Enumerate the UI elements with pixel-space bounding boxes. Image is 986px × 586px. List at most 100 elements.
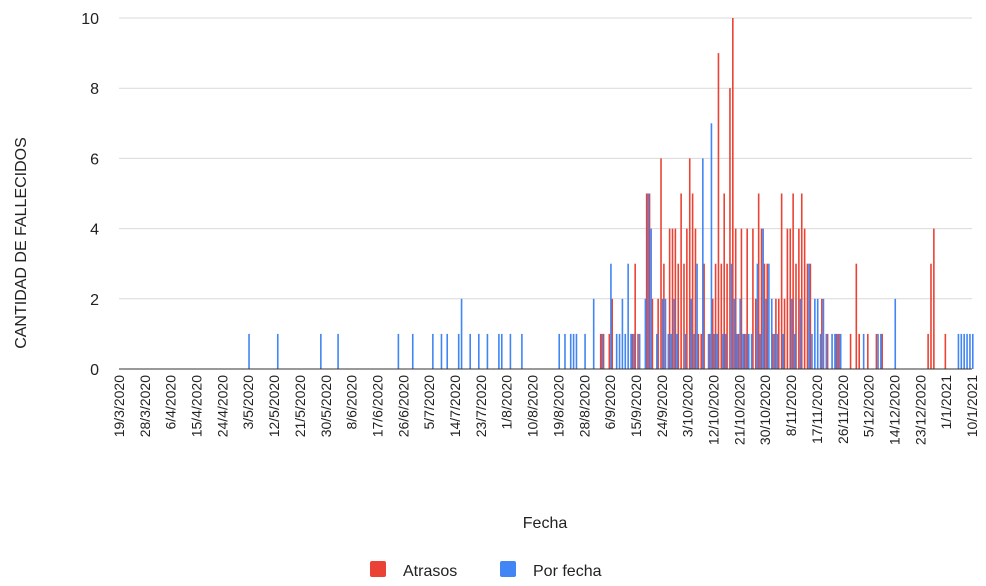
x-tick-label: 15/9/2020 xyxy=(628,375,644,437)
bar-atrasos-31-10-2020 xyxy=(766,263,769,369)
x-tick-label: 28/8/2020 xyxy=(576,375,592,437)
bar-atrasos-28-12-2020 xyxy=(933,228,935,369)
bar-por-fecha-29-7-2020 xyxy=(498,333,500,369)
x-tick-label: 3/10/2020 xyxy=(680,375,696,437)
bar-por-fecha-11-10-2020 xyxy=(710,123,713,369)
bar-por-fecha-3-12-2020 xyxy=(862,333,865,369)
bar-por-fecha-30-10-2020 xyxy=(765,298,767,369)
x-tick-label: 12/10/2020 xyxy=(706,375,722,445)
bar-por-fecha-22-7-2020 xyxy=(478,333,480,369)
bar-atrasos-7-11-2020 xyxy=(786,228,789,369)
bar-atrasos-13-11-2020 xyxy=(803,228,806,369)
x-tick-label: 23/12/2020 xyxy=(912,375,928,445)
bar-por-fecha-2-11-2020 xyxy=(773,333,776,369)
bar-atrasos-29-9-2020 xyxy=(674,228,677,369)
bar-por-fecha-18-9-2020 xyxy=(644,298,647,369)
bar-por-fecha-19-10-2020 xyxy=(733,298,736,369)
bar-por-fecha-5-10-2020 xyxy=(693,333,696,369)
bar-atrasos-23-9-2020 xyxy=(657,298,659,369)
bar-por-fecha-6-10-2020 xyxy=(696,263,698,369)
x-tick-label: 6/9/2020 xyxy=(602,375,618,430)
bar-por-fecha-8-1-2021 xyxy=(966,333,968,369)
bar-por-fecha-23-8-2020 xyxy=(569,333,572,369)
bar-por-fecha-22-9-2020 xyxy=(656,333,658,369)
bar-por-fecha-18-10-2020 xyxy=(730,263,733,369)
bar-atrasos-26-10-2020 xyxy=(752,228,754,369)
x-tick-label: 30/10/2020 xyxy=(757,375,773,445)
bar-por-fecha-11-9-2020 xyxy=(624,333,627,369)
bar-atrasos-23-10-2020 xyxy=(743,333,746,369)
bar-atrasos-30-10-2020 xyxy=(763,263,766,369)
bar-por-fecha-8-12-2020 xyxy=(877,333,879,369)
x-tick-label: 19/3/2020 xyxy=(111,375,127,437)
grid-lines xyxy=(119,17,972,300)
bar-atrasos-14-11-2020 xyxy=(806,263,809,369)
bar-atrasos-4-9-2020 xyxy=(602,333,605,369)
x-tick-label: 19/8/2020 xyxy=(550,375,566,437)
y-tick-labels: 0 2 4 6 8 10 xyxy=(81,11,99,379)
bar-atrasos-10-11-2020 xyxy=(795,263,797,369)
bar-por-fecha-14-11-2020 xyxy=(808,263,810,369)
y-axis-title: CANTIDAD DE FALLECIDOS xyxy=(13,137,30,349)
bar-atrasos-25-9-2020 xyxy=(663,263,665,369)
x-tick-label: 8/11/2020 xyxy=(783,375,799,436)
bar-atrasos-19-11-2020 xyxy=(821,298,823,369)
bar-por-fecha-8-11-2020 xyxy=(791,298,793,369)
bar-por-fecha-2-10-2020 xyxy=(684,333,687,369)
bar-por-fecha-11-7-2020 xyxy=(446,333,449,369)
bar-por-fecha-8-10-2020 xyxy=(702,158,704,369)
bar-atrasos-18-10-2020 xyxy=(729,88,731,369)
x-tick-labels: 19/3/2020 28/3/2020 6/4/2020 15/4/2020 24/4/… xyxy=(111,375,980,445)
bar-por-fecha-19-7-2020 xyxy=(469,333,471,369)
bar-atrasos-1-1-2021 xyxy=(944,333,947,369)
x-axis-title: Fecha xyxy=(523,515,568,532)
bar-por-fecha-23-10-2020 xyxy=(745,333,747,369)
bar-por-fecha-23-11-2020 xyxy=(834,333,836,369)
bar-atrasos-8-11-2020 xyxy=(789,228,792,369)
bar-atrasos-5-12-2020 xyxy=(867,333,869,369)
bar-por-fecha-6-8-2020 xyxy=(521,333,523,369)
bar-por-fecha-5-11-2020 xyxy=(782,333,785,369)
bar-por-fecha-21-8-2020 xyxy=(564,333,566,369)
bar-atrasos-3-11-2020 xyxy=(775,298,777,369)
bar-atrasos-4-10-2020 xyxy=(688,158,691,369)
bar-por-fecha-19-11-2020 xyxy=(822,298,825,369)
bar-por-fecha-25-7-2020 xyxy=(486,333,489,369)
bar-atrasos-24-10-2020 xyxy=(746,228,748,369)
x-tick-label: 8/6/2020 xyxy=(344,375,360,430)
bar-atrasos-27-12-2020 xyxy=(930,263,932,369)
bar-atrasos-7-9-2020 xyxy=(611,298,613,369)
bar-por-fecha-30-7-2020 xyxy=(500,333,503,369)
bar-por-fecha-15-7-2020 xyxy=(457,333,460,369)
bar-por-fecha-25-11-2020 xyxy=(839,333,842,369)
bar-por-fecha-28-5-2020 xyxy=(320,333,322,369)
x-tick-label: 12/5/2020 xyxy=(266,375,282,437)
bar-por-fecha-24-9-2020 xyxy=(661,298,664,369)
bar-por-fecha-27-9-2020 xyxy=(670,333,673,369)
bar-por-fecha-20-9-2020 xyxy=(650,228,652,369)
bar-por-fecha-10-1-2021 xyxy=(972,333,974,369)
bar-por-fecha-14-9-2020 xyxy=(633,333,635,369)
bar-atrasos-15-9-2020 xyxy=(634,263,636,369)
bar-atrasos-28-9-2020 xyxy=(671,228,674,369)
bar-atrasos-19-9-2020 xyxy=(645,193,648,369)
x-tick-label: 26/11/2020 xyxy=(835,375,851,444)
bar-atrasos-8-10-2020 xyxy=(700,333,703,369)
bar-atrasos-29-11-2020 xyxy=(849,333,852,369)
legend-label-atrasos: Atrasos xyxy=(403,563,457,580)
bar-por-fecha-3-9-2020 xyxy=(601,333,604,369)
bar-por-fecha-24-8-2020 xyxy=(572,333,575,369)
bar-atrasos-21-11-2020 xyxy=(826,333,829,369)
bar-atrasos-10-12-2020 xyxy=(881,333,883,369)
bar-por-fecha-31-8-2020 xyxy=(592,298,595,369)
bar-por-fecha-29-6-2020 xyxy=(411,333,414,369)
x-tick-label: 21/5/2020 xyxy=(292,375,308,437)
bar-atrasos-1-12-2020 xyxy=(855,263,858,369)
bar-atrasos-20-10-2020 xyxy=(734,228,737,369)
bar-por-fecha-3-5-2020 xyxy=(248,333,250,369)
bar-por-fecha-17-11-2020 xyxy=(816,298,819,369)
bar-por-fecha-24-10-2020 xyxy=(747,333,750,369)
bar-por-fecha-28-8-2020 xyxy=(584,333,586,369)
x-tick-label: 24/4/2020 xyxy=(214,375,230,437)
bar-por-fecha-22-11-2020 xyxy=(831,333,833,369)
